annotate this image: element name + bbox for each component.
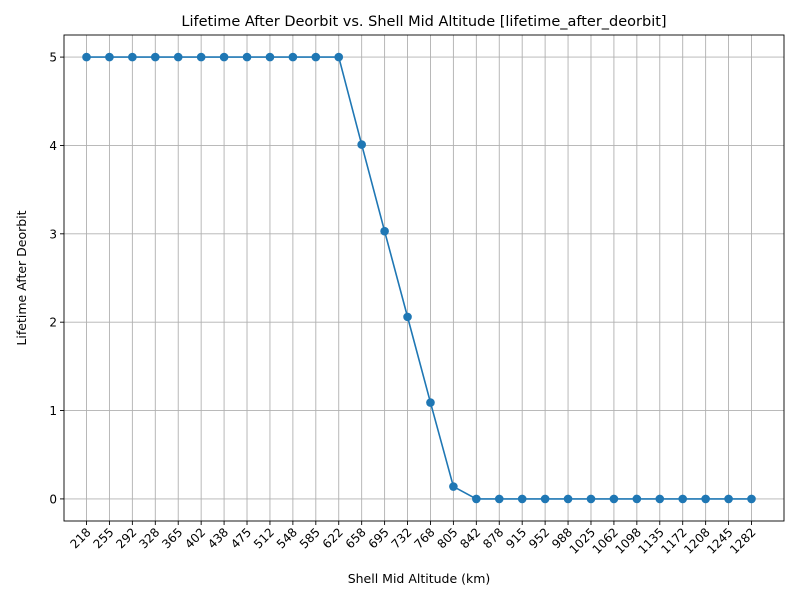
grid-layer <box>64 35 784 521</box>
x-tick-label: 952 <box>526 525 552 551</box>
data-point <box>288 52 298 62</box>
data-point <box>357 140 366 149</box>
x-tick-label: 622 <box>320 525 346 551</box>
x-tick-label: 585 <box>297 525 323 551</box>
data-point <box>517 494 527 504</box>
data-point <box>655 494 665 504</box>
data-point <box>632 494 642 504</box>
data-point <box>678 494 688 504</box>
y-tick-label: 0 <box>49 492 57 506</box>
data-point <box>426 398 435 407</box>
data-point <box>403 312 412 322</box>
series-line <box>86 56 752 500</box>
x-tick-label: 805 <box>434 525 460 551</box>
x-tick-label: 915 <box>503 525 529 551</box>
data-point <box>586 494 596 504</box>
x-tick-label: 878 <box>480 525 506 551</box>
x-tick-label: 732 <box>389 525 415 551</box>
x-tick-label: 218 <box>68 525 94 551</box>
data-point <box>242 52 252 62</box>
data-point <box>105 52 114 62</box>
x-tick-label: 402 <box>182 525 208 551</box>
y-tick-label: 2 <box>49 316 57 330</box>
x-tick-label: 475 <box>228 525 254 551</box>
x-tick-label: 365 <box>159 525 185 551</box>
data-point <box>540 494 550 504</box>
y-tick-label: 3 <box>49 227 57 241</box>
data-point <box>82 52 91 62</box>
x-axis-label: Shell Mid Altitude (km) <box>348 571 491 586</box>
series-layer <box>82 52 756 504</box>
data-point <box>747 494 756 504</box>
data-point <box>311 52 321 62</box>
chart-title: Lifetime After Deorbit vs. Shell Mid Alt… <box>181 14 666 30</box>
data-point <box>449 482 458 491</box>
data-point <box>196 52 206 62</box>
data-point <box>701 494 710 504</box>
y-axis-label: Lifetime After Deorbit <box>14 210 29 345</box>
data-point <box>609 494 619 504</box>
data-point <box>265 52 275 62</box>
data-point <box>724 494 733 504</box>
x-tick-label: 512 <box>251 525 277 551</box>
data-point <box>494 494 504 504</box>
data-point <box>173 52 183 62</box>
y-tick-label: 4 <box>49 139 57 153</box>
x-tick-label: 328 <box>136 525 162 551</box>
data-point <box>334 52 344 62</box>
x-tick-label: 768 <box>411 525 437 551</box>
y-tick-label: 1 <box>49 404 57 418</box>
x-tick-label: 695 <box>366 525 392 551</box>
axes-frame <box>63 34 785 522</box>
x-tick-label: 438 <box>205 525 231 551</box>
data-point <box>380 226 389 236</box>
data-point <box>150 52 160 62</box>
x-tick-label: 658 <box>343 525 369 551</box>
x-tick-label: 255 <box>90 525 116 551</box>
x-tick-label: 548 <box>274 525 300 551</box>
data-point <box>128 52 137 62</box>
data-point <box>472 494 481 504</box>
x-tick-label: 1282 <box>727 525 758 556</box>
data-point <box>219 52 229 62</box>
data-point <box>563 494 573 504</box>
y-tick-label: 5 <box>49 51 57 65</box>
x-tick-label: 842 <box>457 525 483 551</box>
x-tick-label: 292 <box>113 525 139 551</box>
